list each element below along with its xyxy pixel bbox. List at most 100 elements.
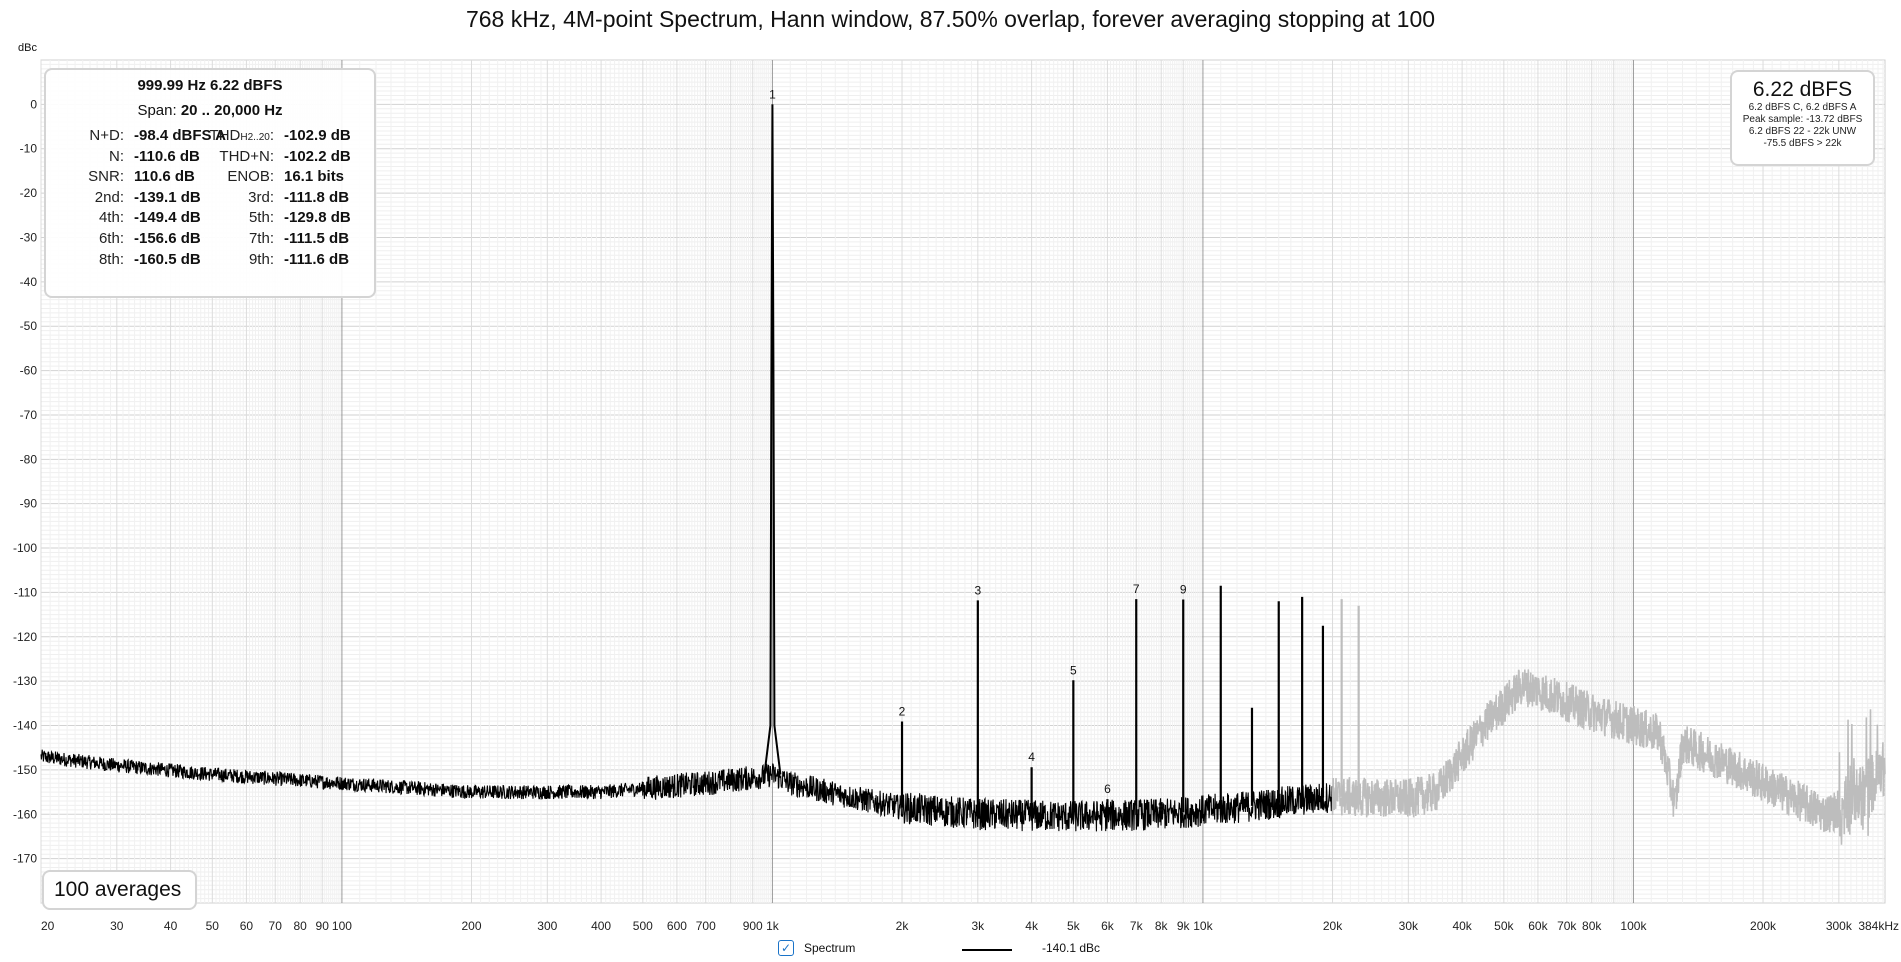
x-tick-label: 384kHz [1858, 919, 1899, 933]
harmonic-label: 3 [974, 583, 981, 597]
measurement-panel[interactable]: 999.99 Hz 6.22 dBFS Span: 20 .. 20,000 H… [44, 68, 376, 298]
x-tick-label: 700 [696, 919, 716, 933]
stat-value: -111.8 dB [284, 188, 350, 206]
x-tick-label: 5k [1067, 919, 1081, 933]
x-tick-label: 40 [164, 919, 178, 933]
harmonic-label: 5 [1070, 663, 1077, 677]
x-tick-label: 7k [1130, 919, 1144, 933]
stat-label: N: [109, 147, 124, 165]
y-axis-unit: dBc [18, 42, 37, 54]
x-tick-label: 900 [743, 919, 763, 933]
traces [40, 669, 1886, 845]
x-tick-label: 200 [461, 919, 481, 933]
x-tick-label: 90 [316, 919, 330, 933]
harmonic-label: 4 [1028, 750, 1035, 764]
fundamental-peak [763, 104, 782, 775]
stat-row: 8th: -160.5 dB 9th: -111.6 dB [46, 250, 374, 270]
level-detail-2: Peak sample: -13.72 dBFS [1742, 114, 1863, 125]
x-tick-label: 3k [971, 919, 985, 933]
x-tick-label: 60k [1528, 919, 1548, 933]
stat-row: 2nd: -139.1 dB 3rd: -111.8 dB [46, 188, 374, 208]
stat-row: N+D: -98.4 dBFS A THDH2..20: -102.9 dB [46, 126, 374, 146]
x-tick-label: 20k [1323, 919, 1343, 933]
y-tick-label: -60 [20, 364, 38, 378]
y-tick-label: -40 [20, 275, 38, 289]
y-tick-label: -110 [14, 585, 37, 599]
y-tick-label: -80 [20, 452, 38, 466]
stat-label: 9th: [248, 250, 274, 268]
x-tick-label: 1k [766, 919, 780, 933]
fundamental-frequency: 999.99 Hz [137, 77, 206, 94]
x-tick-label: 70 [269, 919, 283, 933]
y-tick-label: -10 [20, 142, 38, 156]
spectrum-trace-out-of-band [1331, 669, 1886, 845]
x-tick-label: 200k [1750, 919, 1777, 933]
x-tick-label: 600 [667, 919, 687, 933]
stat-label: ENOB: [227, 168, 274, 186]
x-tick-label: 400 [591, 919, 611, 933]
stat-value: -111.6 dB [284, 250, 350, 268]
stat-label: SNR: [88, 168, 124, 186]
spectrum-trace-in-band [40, 749, 1334, 832]
x-tick-label: 6k [1101, 919, 1115, 933]
harmonic-label: 8 [1158, 799, 1165, 813]
stat-row: 6th: -156.6 dB 7th: -111.5 dB [46, 229, 374, 249]
cursor-readout: -140.1 dBc [1042, 941, 1101, 955]
stat-label: 7th: [248, 230, 274, 247]
stat-value: 110.6 dB [134, 168, 195, 186]
stat-label: 5th: [248, 209, 274, 227]
y-tick-label: -30 [20, 230, 38, 244]
level-value: 6.22 dBFS [1752, 78, 1853, 101]
stat-value: -110.6 dB [134, 147, 200, 165]
y-tick-label: -140 [13, 719, 37, 733]
span-label: Span: [137, 102, 177, 119]
x-tick-label: 30k [1399, 919, 1419, 933]
level-detail-3: 6.2 dBFS 22 - 22k UNW [1748, 126, 1857, 137]
stat-value: -129.8 dB [284, 209, 351, 227]
y-tick-label: -70 [20, 408, 38, 422]
stat-value: 16.1 bits [284, 168, 345, 186]
chart-title: 768 kHz, 4M-point Spectrum, Hann window,… [465, 6, 1436, 32]
x-tick-label: 100k [1620, 919, 1647, 933]
spectrum-visibility-checkbox[interactable]: ✓ [778, 940, 794, 956]
x-tick-label: 50 [206, 919, 220, 933]
fundamental-level: 6.22 dBFS [210, 77, 283, 94]
x-tick-label: 2k [896, 919, 910, 933]
y-tick-label: -160 [13, 807, 37, 821]
stat-label: 6th: [98, 230, 124, 247]
y-tick-label: -50 [20, 319, 38, 333]
stat-label: 4th: [98, 209, 124, 227]
stat-label: THDH2..20: [209, 127, 274, 144]
stat-row: 4th: -149.4 dB 5th: -129.8 dB [46, 208, 374, 228]
x-tick-label: 30 [110, 919, 124, 933]
y-tick-label: -100 [13, 541, 37, 555]
level-detail-1: 6.2 dBFS C, 6.2 dBFS A [1748, 102, 1857, 113]
span-value: 20 .. 20,000 Hz [180, 102, 283, 119]
stat-label: 8th: [98, 250, 124, 268]
harmonic-label: 1 [769, 87, 776, 101]
x-tick-label: 9k [1177, 919, 1191, 933]
stat-label: 2nd: [94, 188, 124, 206]
y-tick-label: -150 [13, 763, 37, 777]
stat-label: 3rd: [248, 188, 274, 206]
x-tick-label: 80 [294, 919, 308, 933]
level-readout-box[interactable]: 6.22 dBFS 6.2 dBFS C, 6.2 dBFS A Peak sa… [1730, 70, 1875, 166]
x-tick-label: 40k [1452, 919, 1472, 933]
stat-value: -149.4 dB [134, 209, 201, 227]
stat-value: -139.1 dB [134, 188, 201, 206]
level-detail-4: -75.5 dBFS > 22k [1763, 138, 1842, 149]
x-tick-label: 100 [332, 919, 352, 933]
stat-label: N+D: [89, 127, 124, 144]
x-tick-label: 20 [41, 919, 55, 933]
fundamental-readout: 999.99 Hz 6.22 dBFS [46, 76, 374, 96]
harmonic-label: 9 [1180, 583, 1187, 597]
span-readout: Span: 20 .. 20,000 Hz [46, 101, 374, 121]
x-tick-label: 4k [1025, 919, 1039, 933]
y-tick-label: 0 [30, 97, 37, 111]
x-tick-label: 60 [240, 919, 254, 933]
stat-label-subscript: H2..20 [240, 132, 270, 143]
y-tick-label: -130 [13, 674, 37, 688]
y-tick-label: -90 [20, 497, 38, 511]
harmonic-label: 7 [1133, 582, 1140, 596]
stat-value: -111.5 dB [284, 230, 350, 247]
